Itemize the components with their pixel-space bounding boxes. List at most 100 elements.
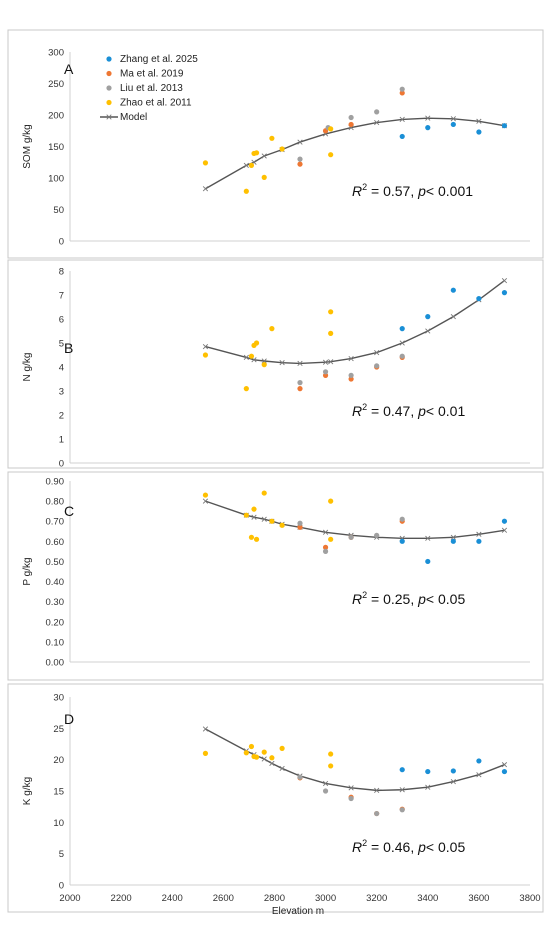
point-zhao-et-al-2011 <box>261 749 267 755</box>
point-zhao-et-al-2011 <box>328 330 334 336</box>
point-zhao-et-al-2011 <box>328 126 334 132</box>
x-tick-label: 3200 <box>366 893 387 904</box>
stat-annotation: R2 = 0.47, p< 0.01 <box>352 402 465 419</box>
model-marker <box>450 116 456 122</box>
point-liu-et-al-2013 <box>374 532 380 538</box>
point-liu-et-al-2013 <box>348 795 354 802</box>
point-zhao-et-al-2011 <box>261 490 267 496</box>
point-zhang-et-al-2025 <box>425 125 431 131</box>
point-zhang-et-al-2025 <box>425 768 431 775</box>
point-liu-et-al-2013 <box>348 534 354 540</box>
point-zhang-et-al-2025 <box>501 518 508 524</box>
point-zhao-et-al-2011 <box>261 174 267 180</box>
stat-annotation: R2 = 0.25, p< 0.05 <box>352 590 465 607</box>
point-zhao-et-al-2011 <box>248 534 255 540</box>
y-tick-label: 0.70 <box>46 517 65 528</box>
model-marker <box>243 354 249 361</box>
point-ma-et-al-2019 <box>297 524 303 530</box>
y-tick-label: 0.50 <box>46 557 65 568</box>
x-tick-label: 3400 <box>417 893 438 904</box>
model-marker <box>328 359 334 365</box>
point-ma-et-al-2019 <box>297 161 303 167</box>
point-zhang-et-al-2025 <box>399 326 405 332</box>
model-line <box>205 728 505 792</box>
point-liu-et-al-2013 <box>297 156 303 162</box>
point-liu-et-al-2013 <box>322 369 329 375</box>
point-zhang-et-al-2025 <box>450 121 456 128</box>
point-zhao-et-al-2011 <box>253 754 260 760</box>
y-tick-label: 7 <box>59 291 64 302</box>
model-marker <box>399 787 405 793</box>
model-marker <box>202 186 209 192</box>
x-tick-label: 3800 <box>519 893 540 904</box>
model-marker <box>261 153 267 159</box>
model-marker <box>425 115 431 121</box>
y-axis-label: P g/kg <box>22 557 33 585</box>
legend-marker-liu-et-al-2013 <box>106 85 112 91</box>
point-zhang-et-al-2025 <box>399 133 405 140</box>
point-liu-et-al-2013 <box>374 363 380 369</box>
panel-letter: A <box>64 61 74 77</box>
model-marker <box>501 277 508 284</box>
point-zhao-et-al-2011 <box>328 152 334 158</box>
point-liu-et-al-2013 <box>297 380 303 386</box>
legend-label: Ma et al. 2019 <box>120 69 184 80</box>
x-tick-label: 2400 <box>162 893 183 904</box>
point-zhang-et-al-2025 <box>476 129 482 135</box>
y-tick-label: 10 <box>53 818 64 829</box>
point-liu-et-al-2013 <box>399 86 405 92</box>
point-liu-et-al-2013 <box>399 807 405 813</box>
y-tick-label: 5 <box>59 339 64 350</box>
y-tick-label: 5 <box>59 849 64 860</box>
point-zhao-et-al-2011 <box>202 352 209 358</box>
y-tick-label: 100 <box>48 174 64 185</box>
y-tick-label: 30 <box>53 693 64 704</box>
chart-panel-d: 0 5 10 15 20 25 30 2000 2200 2400 2600 2800 3000 3200… <box>7 683 544 917</box>
point-zhao-et-al-2011 <box>269 518 275 524</box>
y-tick-label: 0 <box>59 237 64 248</box>
point-zhao-et-al-2011 <box>328 536 334 542</box>
model-marker <box>425 784 431 790</box>
model-marker <box>425 535 431 541</box>
legend-marker-zhao-et-al-2011 <box>106 99 112 106</box>
y-axis-label: K g/kg <box>22 777 33 805</box>
x-tick-label: 2000 <box>59 893 80 904</box>
point-zhao-et-al-2011 <box>243 512 249 518</box>
y-tick-label: 0.30 <box>46 597 65 608</box>
model-marker <box>476 118 482 124</box>
model-marker <box>348 785 354 791</box>
legend-label: Model <box>120 112 147 123</box>
point-zhang-et-al-2025 <box>501 290 508 296</box>
model-marker <box>322 529 329 535</box>
point-zhao-et-al-2011 <box>251 506 257 512</box>
model-marker <box>202 343 209 350</box>
point-ma-et-al-2019 <box>322 372 329 378</box>
y-tick-label: 0.80 <box>46 497 65 508</box>
chart-panel-c: 0.00 0.10 0.20 0.30 0.40 0.50 0.60 0.70 0.80 0.90… <box>7 471 544 681</box>
point-ma-et-al-2019 <box>297 386 303 392</box>
legend-label: Liu et al. 2013 <box>120 83 183 94</box>
point-zhao-et-al-2011 <box>253 150 260 156</box>
point-zhao-et-al-2011 <box>243 750 249 756</box>
y-tick-label: 300 <box>48 48 64 59</box>
model-marker <box>450 778 456 785</box>
y-tick-label: 150 <box>48 142 64 153</box>
legend-label: Zhao et al. 2011 <box>120 98 192 109</box>
y-tick-label: 0.40 <box>46 577 65 588</box>
model-marker <box>399 116 405 123</box>
y-tick-label: 0.60 <box>46 537 65 548</box>
legend-model-x <box>106 114 112 120</box>
model-marker <box>374 787 380 793</box>
point-zhao-et-al-2011 <box>243 188 249 194</box>
model-marker <box>476 531 482 537</box>
x-tick-label: 3000 <box>315 893 336 904</box>
point-zhang-et-al-2025 <box>425 558 431 565</box>
y-tick-label: 0.00 <box>46 658 65 669</box>
point-zhao-et-al-2011 <box>279 745 285 751</box>
model-line <box>205 117 505 190</box>
y-tick-label: 25 <box>53 724 64 735</box>
legend-marker-zhang-et-al-2025 <box>106 56 112 62</box>
point-zhang-et-al-2025 <box>501 768 508 775</box>
point-zhang-et-al-2025 <box>399 767 405 773</box>
